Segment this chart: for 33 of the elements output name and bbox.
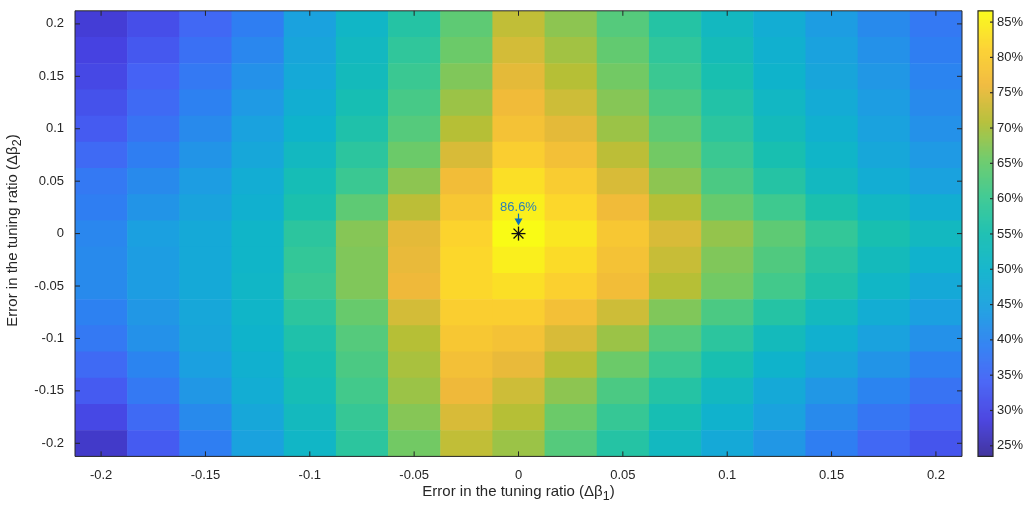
x-tick-label: -0.05 [399, 466, 429, 482]
y-tick-label: 0.1 [45, 120, 64, 136]
color-bar-label: 40% [997, 331, 1024, 347]
annotation: 86.6% [500, 198, 538, 214]
y-tick-label: -0.2 [41, 434, 64, 450]
x-tick-label: 0.2 [926, 466, 945, 482]
x-tick-label: 0.05 [610, 466, 636, 482]
x-tick-label: 0 [514, 466, 523, 482]
y-tick-label: 0.2 [45, 15, 64, 31]
x-tick-label: -0.2 [89, 466, 113, 482]
x-tick-label: -0.15 [190, 466, 221, 482]
color-bar-label: 45% [997, 296, 1024, 312]
color-bar-label: 85% [997, 13, 1024, 29]
x-tick-label: 0.15 [818, 466, 845, 482]
y-tick-label: 0.15 [38, 67, 64, 83]
color-bar-label: 80% [997, 48, 1024, 64]
y-tick-label: 0 [56, 225, 64, 241]
color-bar-label: 50% [997, 260, 1024, 276]
y-tick-label: 0.05 [38, 172, 64, 188]
color-bar-label: 35% [997, 366, 1024, 382]
color-bar-label: 70% [997, 119, 1024, 135]
color-bar-label: 30% [997, 402, 1024, 418]
y-tick-label: -0.05 [34, 277, 64, 293]
y-tick-label: -0.1 [41, 330, 64, 346]
color-bar-label: 75% [997, 84, 1024, 100]
y-tick-label: -0.15 [34, 382, 64, 398]
x-tick-label: 0.1 [718, 466, 737, 482]
x-axis-title: Error in the tuning ratio (Δβ$_{1}$) [421, 482, 616, 503]
color-bar-label: 55% [997, 225, 1024, 241]
color-bar-label: 65% [997, 154, 1024, 170]
color-bar-label: 25% [997, 437, 1024, 453]
x-tick-label: -0.1 [298, 466, 321, 482]
color-bar-label: 60% [997, 190, 1024, 206]
